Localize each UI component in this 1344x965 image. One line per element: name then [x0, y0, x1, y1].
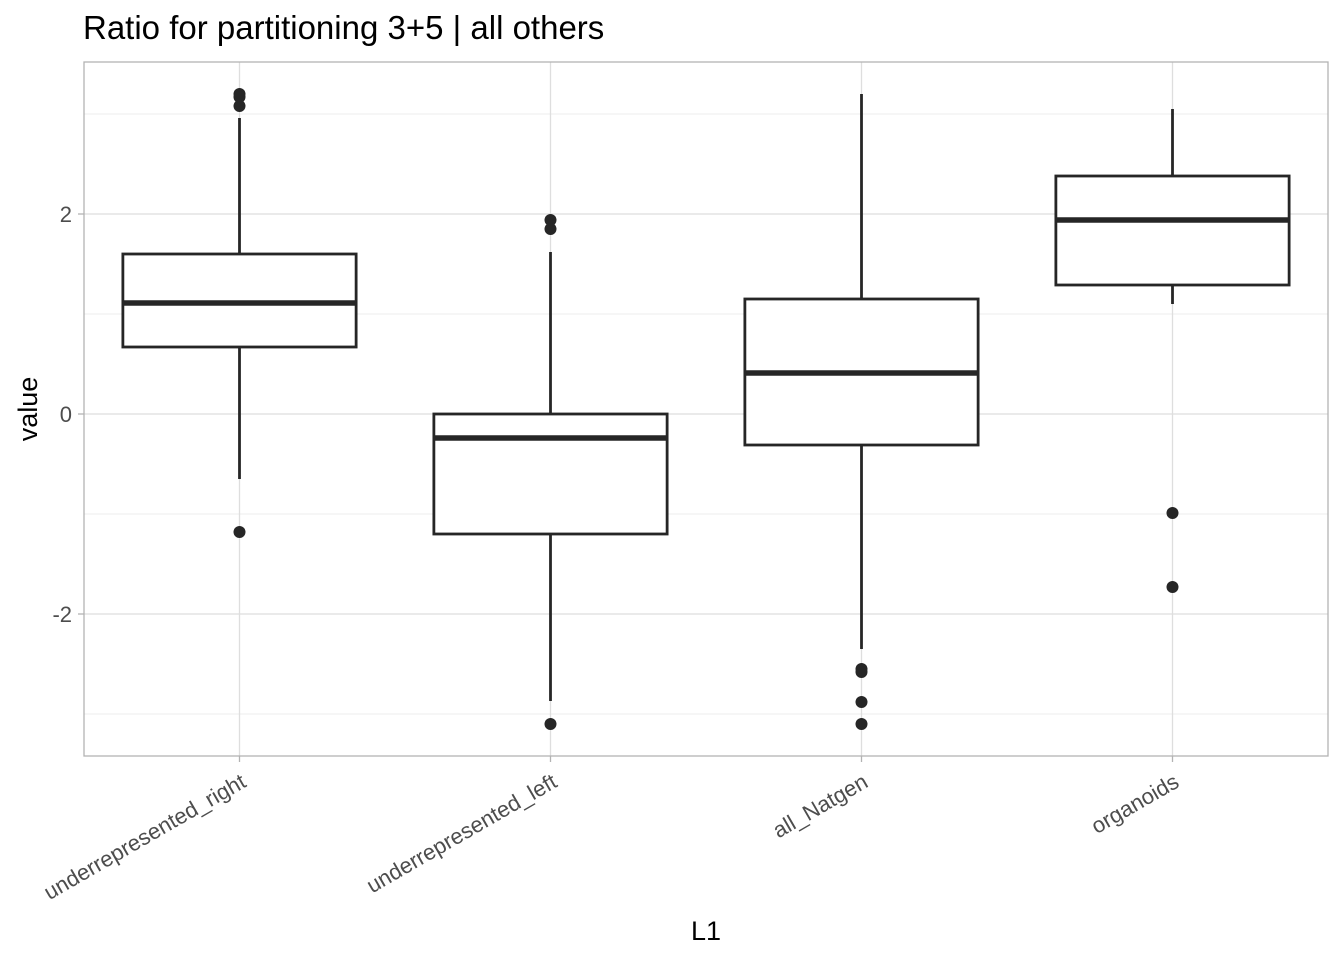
outlier-point	[544, 214, 557, 226]
y-tick-label: 2	[60, 202, 72, 227]
outlier-point	[233, 526, 246, 538]
x-tick-layer: underrepresented_right underrepresented_l…	[39, 756, 1183, 905]
box-all_Natgen	[743, 94, 980, 730]
outlier-point	[233, 91, 246, 103]
y-tick-layer: -2 0 2	[52, 202, 84, 627]
box-organoids	[1054, 109, 1291, 593]
box-iqr	[432, 412, 669, 536]
box-iqr	[1054, 174, 1291, 287]
box-layer	[121, 88, 1291, 730]
grid-layer	[84, 62, 1328, 756]
outlier-point	[1166, 581, 1179, 593]
chart-title: Ratio for partitioning 3+5 | all others	[83, 9, 604, 46]
outlier-point	[233, 100, 246, 112]
box-underrepresented_left	[432, 214, 669, 730]
outlier-point	[544, 223, 557, 235]
y-tick-label: -2	[52, 602, 72, 627]
y-axis-label: value	[13, 377, 43, 442]
outlier-point	[855, 666, 868, 678]
y-tick-label: 0	[60, 402, 72, 427]
panel-border	[83, 61, 1329, 757]
box-underrepresented_right	[121, 88, 358, 538]
outlier-point	[855, 718, 868, 730]
x-axis-label: L1	[691, 916, 721, 946]
outlier-point	[1166, 507, 1179, 519]
x-tick-label: organoids	[1087, 769, 1183, 839]
x-tick-label: all_Natgen	[768, 769, 872, 843]
outlier-point	[855, 696, 868, 708]
x-tick-label: underrepresented_left	[362, 769, 561, 898]
outlier-point	[544, 718, 557, 730]
x-tick-label: underrepresented_right	[39, 769, 250, 905]
